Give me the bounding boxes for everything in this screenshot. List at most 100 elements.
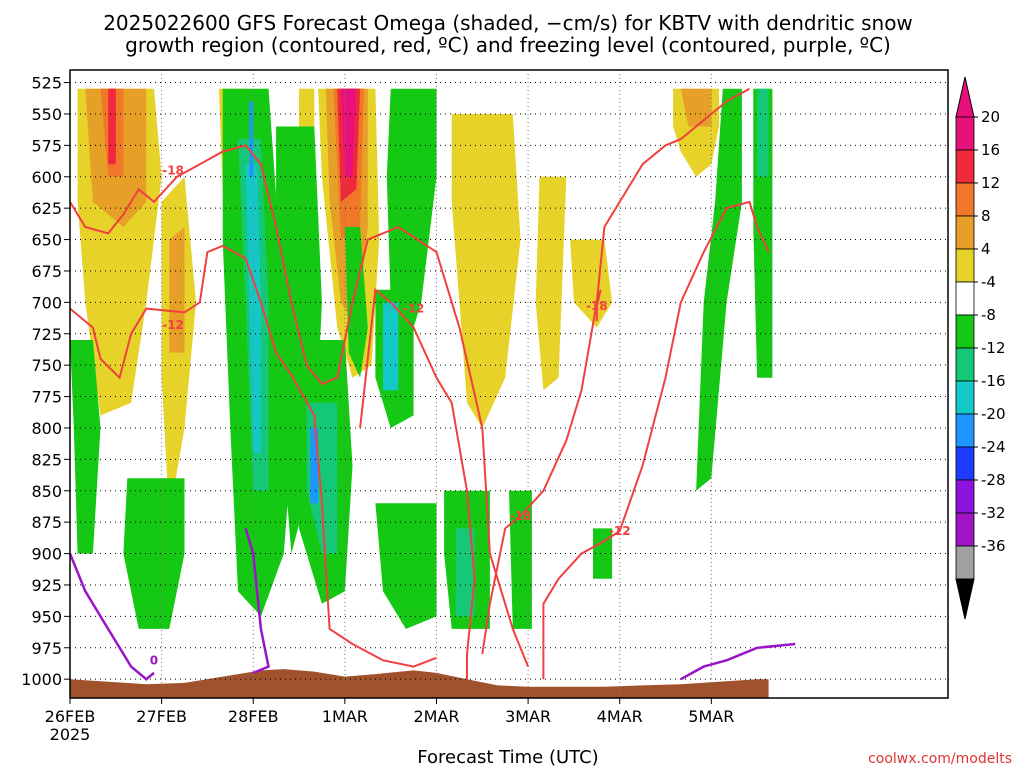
y-tick-label-8: 725	[31, 325, 62, 344]
omega-region-30	[509, 490, 532, 629]
omega-region-27	[375, 503, 437, 629]
omega-region-39	[680, 88, 712, 127]
x-tick-label-6: 4MAR	[597, 707, 643, 726]
dgz-contour-0	[69, 244, 437, 668]
freezing-contour-2	[680, 642, 796, 681]
colorbar-tick-label-4: 4	[981, 240, 991, 258]
y-tick-label-0: 525	[31, 74, 62, 93]
colorbar-bin-4	[955, 248, 975, 283]
colorbar-bin-0	[955, 116, 975, 151]
y-tick-label-4: 625	[31, 199, 62, 218]
colorbar-bin-11	[955, 479, 975, 514]
omega-region-31	[593, 528, 613, 579]
y-tick-label-16: 925	[31, 576, 62, 595]
plot-area: -12 -18 -12 -18 -12 -18 0	[68, 69, 949, 699]
omega-region-14	[123, 478, 185, 629]
colorbar-tick-label-3: 8	[981, 207, 991, 225]
colorbar-bin-7	[955, 347, 975, 382]
freezing-contour-label-0: 0	[150, 653, 158, 667]
y-axis: 525 550 575 600 625 650 675 700 725 750 775 800 825 8…	[21, 74, 70, 689]
dgz-contour-label-0: -12	[162, 318, 184, 332]
omega-region-34	[757, 88, 769, 177]
omega-region-36	[535, 176, 567, 391]
terrain	[70, 669, 769, 698]
dgz-contour-label-1: -18	[162, 163, 184, 177]
dgz-contour-label-2: -12	[403, 302, 425, 316]
y-tick-label-11: 800	[31, 419, 62, 438]
omega-region-3	[108, 88, 116, 165]
y-tick-label-6: 675	[31, 262, 62, 281]
y-tick-label-9: 750	[31, 356, 62, 375]
omega-region-32	[696, 88, 742, 491]
freezing-contour-0	[68, 553, 155, 681]
x-tick-label-1: 27FEB	[136, 707, 187, 726]
colorbar-tick-label-10: -24	[981, 438, 1006, 456]
y-tick-label-12: 825	[31, 450, 62, 469]
colorbar-bin-3	[955, 215, 975, 250]
dgz-contour-5	[595, 289, 602, 322]
x-tick-label-7: 5MAR	[688, 707, 734, 726]
dgz-contour-4	[542, 200, 770, 680]
dgz-contour-label-3: -18	[510, 509, 532, 523]
y-tick-label-1: 550	[31, 105, 62, 124]
omega-region-18	[249, 101, 254, 177]
colorbar-tick-label-2: 12	[981, 174, 1000, 192]
y-tick-label-3: 600	[31, 168, 62, 187]
freezing-contour-1	[244, 528, 270, 675]
colorbar-bin-8	[955, 380, 975, 415]
colorbar-bin-13	[955, 545, 975, 580]
colorbar-tick-label-7: -12	[981, 339, 1006, 357]
colorbar: 20 16 12 8 4 -4 -8 -12 -16 -20 -24 -28 -32 -36	[955, 76, 1006, 620]
colorbar-tick-label-12: -32	[981, 504, 1006, 522]
colorbar-bin-12	[955, 512, 975, 547]
colorbar-tick-label-11: -28	[981, 471, 1006, 489]
y-tick-label-18: 975	[31, 639, 62, 658]
colorbar-bin-6	[955, 314, 975, 349]
plot-frame	[69, 69, 949, 699]
colorbar-tick-label-1: 16	[981, 141, 1000, 159]
omega-region-35	[451, 114, 521, 428]
y-tick-label-15: 900	[31, 545, 62, 564]
chart-title-line2: growth region (contoured, red, ºC) and f…	[125, 33, 891, 57]
colorbar-tick-label-0: 20	[981, 108, 1000, 126]
omega-region-17	[245, 164, 261, 454]
x-tick-sublabel-0: 2025	[50, 725, 91, 744]
y-tick-label-5: 650	[31, 231, 62, 250]
x-tick-label-2: 28FEB	[228, 707, 279, 726]
y-tick-label-10: 775	[31, 388, 62, 407]
colorbar-over-arrow	[955, 76, 975, 118]
y-tick-label-17: 950	[31, 607, 62, 626]
dgz-contour-2	[359, 287, 476, 680]
colorbar-tick-label-5: -4	[981, 273, 996, 291]
dgz-contour-1	[69, 144, 530, 667]
omega-region-13	[70, 340, 101, 554]
y-tick-label-19: 1000	[21, 670, 62, 689]
chart-title-line1: 2025022600 GFS Forecast Omega (shaded, −…	[103, 11, 913, 35]
omega-region-26	[383, 302, 399, 391]
colorbar-bin-10	[955, 446, 975, 481]
y-tick-label-13: 850	[31, 482, 62, 501]
colorbar-tick-label-9: -20	[981, 405, 1006, 423]
omega-region-5	[169, 227, 185, 353]
x-tick-label-0: 26FEB	[45, 707, 96, 726]
colorbar-bin-2	[955, 182, 975, 217]
dgz-contour-label-4: -12	[609, 524, 631, 538]
colorbar-bin-1	[955, 149, 975, 184]
dgz-contour-label-5: -18	[586, 299, 608, 313]
y-tick-label-2: 575	[31, 136, 62, 155]
colorbar-tick-label-8: -16	[981, 372, 1006, 390]
omega-region-29	[455, 528, 475, 617]
dgz-contour-3	[481, 87, 750, 655]
x-tick-label-4: 2MAR	[413, 707, 459, 726]
y-tick-label-14: 875	[31, 513, 62, 532]
colorbar-bin-5	[955, 281, 975, 316]
colorbar-bin-9	[955, 413, 975, 448]
y-tick-label-7: 700	[31, 293, 62, 312]
colorbar-under-arrow	[955, 578, 975, 620]
colorbar-tick-label-6: -8	[981, 306, 996, 324]
omega-region-24	[386, 88, 437, 353]
x-axis-label: Forecast Time (UTC)	[417, 747, 598, 768]
x-tick-label-3: 1MAR	[322, 707, 368, 726]
